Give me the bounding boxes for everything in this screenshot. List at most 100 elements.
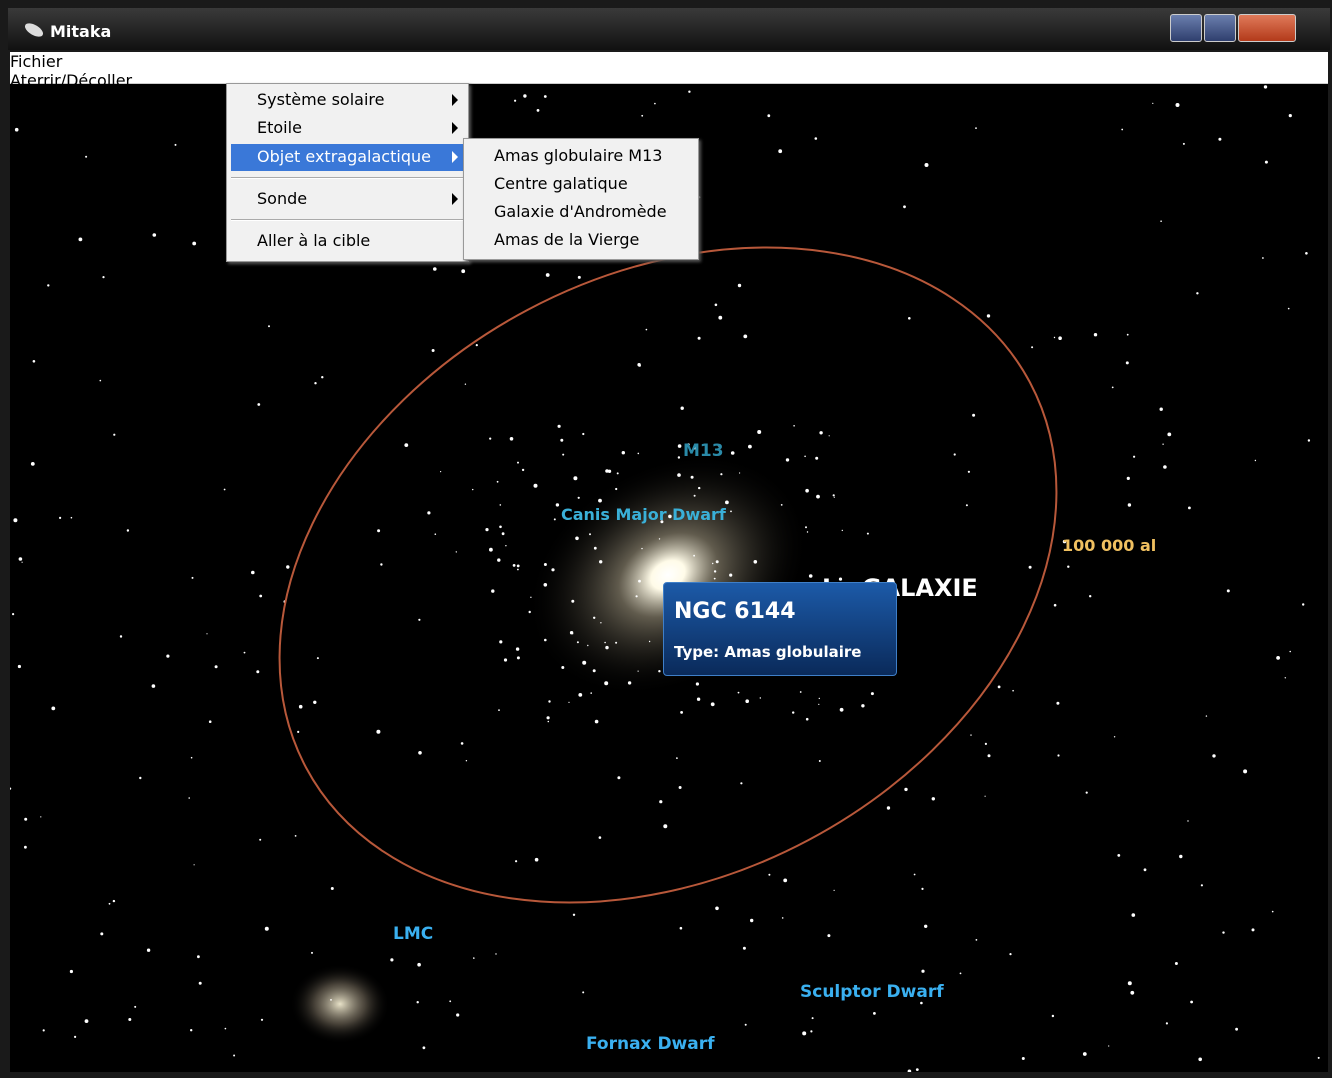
star (1165, 1022, 1168, 1025)
star (986, 314, 991, 318)
star (294, 835, 297, 837)
star (660, 520, 664, 524)
star (697, 336, 701, 340)
star (536, 109, 540, 112)
star (99, 379, 102, 382)
star (781, 917, 784, 919)
star (543, 583, 548, 587)
star (690, 475, 694, 479)
star (1031, 346, 1034, 349)
star (598, 836, 602, 839)
star (460, 742, 464, 745)
star (828, 435, 830, 437)
star (456, 1013, 460, 1017)
star (793, 425, 795, 427)
star (638, 579, 641, 583)
star (582, 660, 587, 665)
star (688, 90, 691, 93)
star (677, 456, 681, 459)
star (698, 486, 701, 490)
star (112, 899, 116, 903)
menu-option[interactable]: Aller à la cible (257, 231, 371, 250)
maximize-button[interactable] (1204, 14, 1236, 42)
tooltip-type: Type: Amas globulaire (674, 643, 862, 661)
star (233, 1054, 236, 1057)
star (380, 563, 383, 566)
star (516, 656, 520, 660)
star (10, 787, 12, 790)
star (805, 488, 809, 493)
star (743, 334, 748, 339)
star (680, 406, 684, 410)
close-button[interactable] (1238, 14, 1296, 42)
star (1131, 913, 1136, 917)
star (578, 693, 583, 697)
star (512, 564, 516, 567)
star (515, 860, 518, 863)
star (113, 433, 116, 436)
star (915, 1068, 919, 1071)
star (1159, 407, 1163, 411)
star (742, 946, 746, 950)
star (757, 430, 762, 434)
star (654, 102, 656, 105)
star (1200, 884, 1203, 887)
submenu: Amas globulaire M13 Centre galatique Galax… (463, 138, 699, 260)
star (645, 328, 648, 331)
star (1051, 1014, 1055, 1018)
submenu-option[interactable]: Amas globulaire M13 (494, 146, 663, 165)
star (818, 760, 821, 762)
star (553, 518, 556, 521)
star (434, 533, 437, 535)
submenu-arrow (452, 193, 458, 205)
submenu-arrow (452, 122, 458, 134)
separator (231, 177, 464, 179)
star (680, 711, 683, 714)
star (119, 635, 123, 638)
star (953, 453, 956, 456)
star (677, 473, 681, 477)
star (545, 273, 550, 277)
star (533, 483, 538, 488)
menu-option[interactable]: Sonde (257, 189, 308, 208)
separator (231, 219, 464, 221)
star (1056, 701, 1060, 705)
star (832, 494, 835, 497)
star (1179, 854, 1183, 859)
space-label: M13 (683, 441, 724, 461)
star (455, 551, 457, 553)
star (547, 720, 550, 723)
star (166, 654, 170, 658)
star (695, 682, 700, 686)
star (908, 317, 911, 320)
menu-highlight (231, 144, 463, 171)
star (1127, 503, 1132, 507)
star (1067, 565, 1070, 568)
star (759, 697, 761, 699)
star (997, 685, 1001, 689)
star (1152, 102, 1154, 104)
star (197, 955, 200, 959)
star (128, 1018, 132, 1021)
star (924, 924, 928, 928)
star (174, 143, 177, 146)
star (190, 1029, 193, 1032)
submenu-option[interactable]: Amas de la Vierge (494, 230, 640, 249)
star (714, 303, 718, 307)
minimize-button[interactable] (1170, 14, 1202, 42)
submenu-option[interactable]: Galaxie d'Andromède (494, 202, 667, 221)
star (134, 1005, 137, 1008)
star (693, 446, 697, 450)
menu-item[interactable]: Fichier (10, 52, 63, 71)
menu-option[interactable]: Etoile (257, 118, 302, 137)
menu-option[interactable]: Système solaire (257, 90, 385, 109)
menu-option[interactable]: Objet extragalactique (257, 147, 431, 166)
star (816, 494, 820, 499)
submenu-option[interactable]: Centre galatique (494, 174, 628, 193)
star (260, 1018, 264, 1021)
star (582, 991, 585, 994)
star (465, 760, 468, 762)
star (1162, 443, 1164, 445)
star (551, 568, 555, 572)
star (615, 641, 618, 644)
